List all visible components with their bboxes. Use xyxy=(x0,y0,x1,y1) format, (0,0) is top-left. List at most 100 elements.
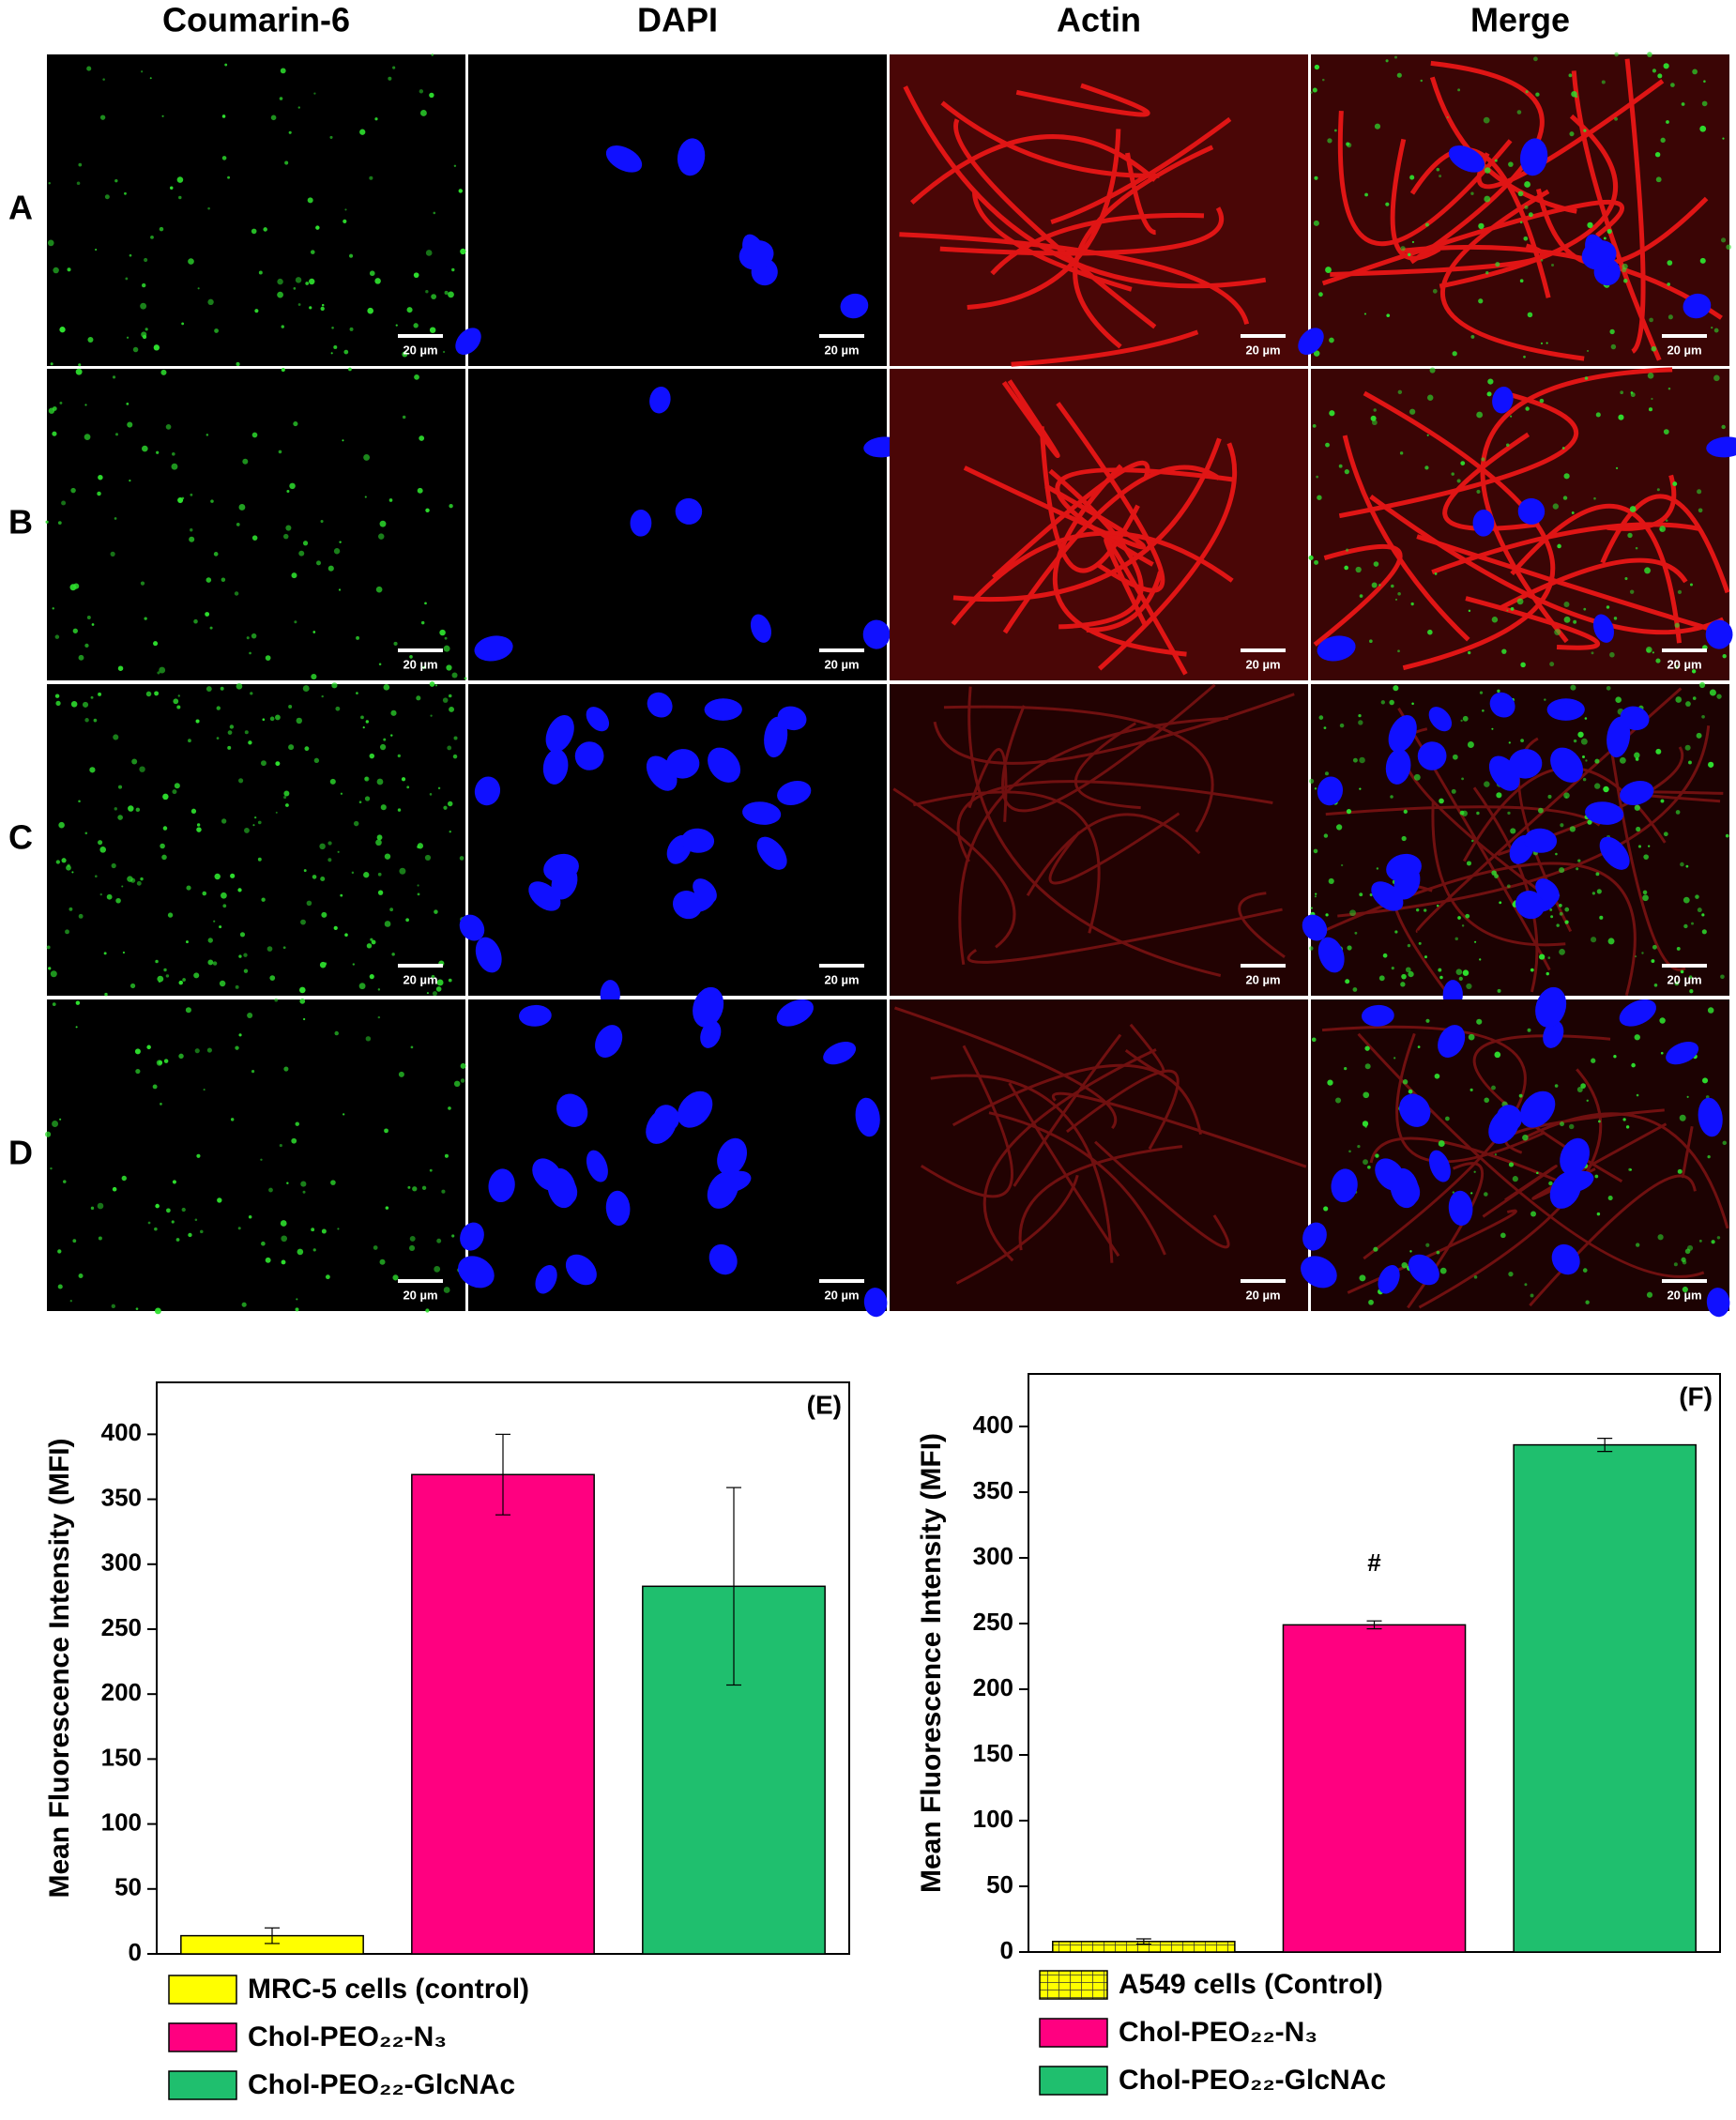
scale-bar-label: 20 µm xyxy=(824,343,859,357)
coumarin-dot xyxy=(1634,804,1640,811)
coumarin-dot xyxy=(258,270,263,275)
coumarin-dot xyxy=(1587,221,1593,229)
coumarin-dot xyxy=(1507,811,1511,816)
nucleus xyxy=(535,1265,557,1294)
coumarin-dot xyxy=(369,753,375,759)
coumarin-dot xyxy=(1539,953,1546,960)
coumarin-dot xyxy=(1427,629,1433,635)
coumarin-dot xyxy=(1367,1165,1371,1169)
actin-fiber xyxy=(1313,543,1403,647)
nucleus xyxy=(708,1243,738,1275)
nucleus xyxy=(586,707,610,732)
coumarin-dot xyxy=(161,114,164,117)
coumarin-dot xyxy=(1657,73,1663,79)
coumarin-dot xyxy=(1496,792,1502,799)
actin-fiber xyxy=(1600,494,1730,594)
coumarin-dot xyxy=(384,1128,388,1134)
coumarin-dot xyxy=(1465,913,1470,919)
coumarin-dot xyxy=(141,70,144,73)
nucleus xyxy=(1317,937,1345,973)
coumarin-dot xyxy=(337,1228,340,1230)
coumarin-dot xyxy=(1713,328,1719,333)
coumarin-dot xyxy=(1423,908,1427,912)
y-tick-label: 300 xyxy=(101,1548,142,1577)
coumarin-dot xyxy=(311,673,317,680)
coumarin-dot xyxy=(321,694,324,698)
coumarin-dot xyxy=(1446,115,1449,119)
coumarin-dot xyxy=(1403,809,1408,815)
micrograph-background xyxy=(468,999,887,1311)
nucleus xyxy=(542,749,569,785)
nucleus xyxy=(1705,619,1733,649)
coumarin-dot xyxy=(58,821,65,829)
coumarin-dot xyxy=(235,1045,239,1050)
coumarin-dot xyxy=(155,959,159,964)
coumarin-dot xyxy=(1676,946,1681,951)
coumarin-dot xyxy=(140,581,145,586)
coumarin-dot xyxy=(124,191,127,195)
coumarin-dot xyxy=(453,164,457,167)
coumarin-dot xyxy=(1720,974,1725,980)
coumarin-dot xyxy=(86,616,91,619)
coumarin-dot xyxy=(1363,1159,1368,1166)
coumarin-dot xyxy=(1651,397,1653,401)
coumarin-dot xyxy=(1631,1062,1636,1068)
coumarin-dot xyxy=(1679,1114,1686,1121)
legend-swatch xyxy=(1039,2018,1108,2048)
coumarin-dot xyxy=(1476,1018,1483,1025)
coumarin-dot xyxy=(1424,465,1429,470)
actin-fiber xyxy=(952,437,1222,602)
coumarin-dot xyxy=(434,909,438,914)
nucleus xyxy=(693,878,717,904)
coumarin-dot xyxy=(379,520,387,527)
nucleus xyxy=(488,1168,515,1203)
coumarin-dot xyxy=(57,521,62,526)
coumarin-dot xyxy=(291,1137,297,1144)
coumarin-dot xyxy=(329,778,336,785)
coumarin-dot xyxy=(1520,662,1526,668)
coumarin-dot xyxy=(1701,1077,1709,1084)
scale-bar-label: 20 µm xyxy=(403,1288,437,1302)
micrograph: 20 µm xyxy=(459,684,887,1010)
coumarin-dot xyxy=(1316,475,1319,479)
coumarin-dot xyxy=(1622,279,1628,283)
coumarin-dot xyxy=(112,1186,117,1192)
coumarin-dot xyxy=(78,363,82,367)
coumarin-dot xyxy=(414,374,419,380)
coumarin-dot xyxy=(230,873,236,878)
nucleus xyxy=(1706,1288,1730,1318)
coumarin-dot xyxy=(330,352,333,355)
coumarin-dot xyxy=(1691,669,1697,674)
coumarin-dot xyxy=(401,777,406,782)
nucleus xyxy=(1543,1020,1564,1048)
coumarin-dot xyxy=(338,588,342,591)
coumarin-dot xyxy=(279,1144,282,1148)
coumarin-dot xyxy=(219,925,222,929)
coumarin-dot xyxy=(251,228,257,235)
coumarin-dot xyxy=(321,1228,327,1234)
coumarin-dot xyxy=(1562,496,1568,500)
coumarin-dot xyxy=(383,738,387,741)
coumarin-dot xyxy=(1400,982,1406,987)
coumarin-dot xyxy=(121,1175,127,1182)
coumarin-dot xyxy=(176,705,181,709)
coumarin-dot xyxy=(153,344,160,351)
coumarin-dot xyxy=(67,863,70,867)
coumarin-dot xyxy=(141,282,146,288)
coumarin-dot xyxy=(126,336,129,339)
coumarin-dot xyxy=(129,479,131,482)
coumarin-dot xyxy=(1634,1034,1640,1041)
coumarin-dot xyxy=(321,911,327,918)
coumarin-dot xyxy=(416,695,421,701)
coumarin-dot xyxy=(250,692,253,695)
nucleus xyxy=(1371,881,1404,911)
legend-label: Chol-PEO₂₂-GlcNAc xyxy=(1119,2065,1386,2096)
coumarin-dot xyxy=(1468,1033,1475,1041)
coumarin-dot xyxy=(1439,1267,1447,1274)
coumarin-dot xyxy=(1655,748,1662,755)
coumarin-dot xyxy=(1549,662,1555,667)
coumarin-dot xyxy=(319,843,326,850)
coumarin-dot xyxy=(1674,664,1679,670)
coumarin-dot xyxy=(1689,989,1694,994)
coumarin-dot xyxy=(1491,727,1494,730)
